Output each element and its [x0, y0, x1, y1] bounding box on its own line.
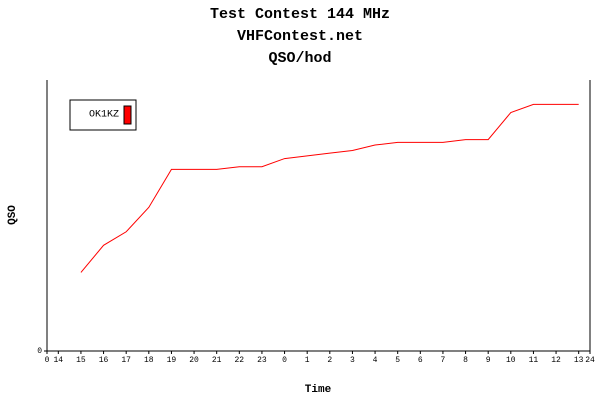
- chart-subtitle: QSO/hod: [268, 50, 331, 67]
- x-tick-label: 3: [350, 356, 355, 365]
- x-tick-label: 0: [45, 356, 50, 365]
- x-tick-label: 2: [327, 356, 332, 365]
- legend-swatch: [123, 105, 132, 125]
- x-tick-label: 17: [121, 356, 131, 365]
- x-tick-label: 15: [76, 356, 86, 365]
- x-tick-label: 14: [54, 356, 64, 365]
- x-tick-label: 11: [529, 356, 539, 365]
- x-tick-label: 8: [463, 356, 468, 365]
- y-tick-label: 0: [37, 347, 42, 356]
- x-tick-label: 24: [585, 356, 595, 365]
- x-tick-label: 9: [486, 356, 491, 365]
- x-tick-label: 20: [189, 356, 199, 365]
- x-tick-label: 0: [282, 356, 287, 365]
- x-tick-label: 21: [212, 356, 222, 365]
- chart-subtitle: VHFContest.net: [237, 28, 363, 45]
- x-tick-label: 19: [167, 356, 177, 365]
- x-tick-label: 6: [418, 356, 423, 365]
- x-tick-label: 4: [373, 356, 378, 365]
- x-tick-label: 23: [257, 356, 267, 365]
- x-tick-label: 1: [305, 356, 310, 365]
- x-tick-label: 18: [144, 356, 154, 365]
- x-tick-label: 12: [551, 356, 561, 365]
- x-tick-label: 16: [99, 356, 109, 365]
- x-axis-label: Time: [305, 384, 332, 396]
- x-tick-label: 10: [506, 356, 516, 365]
- x-tick-label: 5: [395, 356, 400, 365]
- y-axis-label: QSO: [7, 205, 19, 225]
- chart-title: Test Contest 144 MHz: [210, 6, 390, 23]
- line-series: [80, 103, 579, 273]
- x-tick-label: 22: [235, 356, 245, 365]
- x-tick-label: 13: [574, 356, 584, 365]
- legend-label: OK1KZ: [89, 110, 119, 121]
- x-tick-label: 7: [441, 356, 446, 365]
